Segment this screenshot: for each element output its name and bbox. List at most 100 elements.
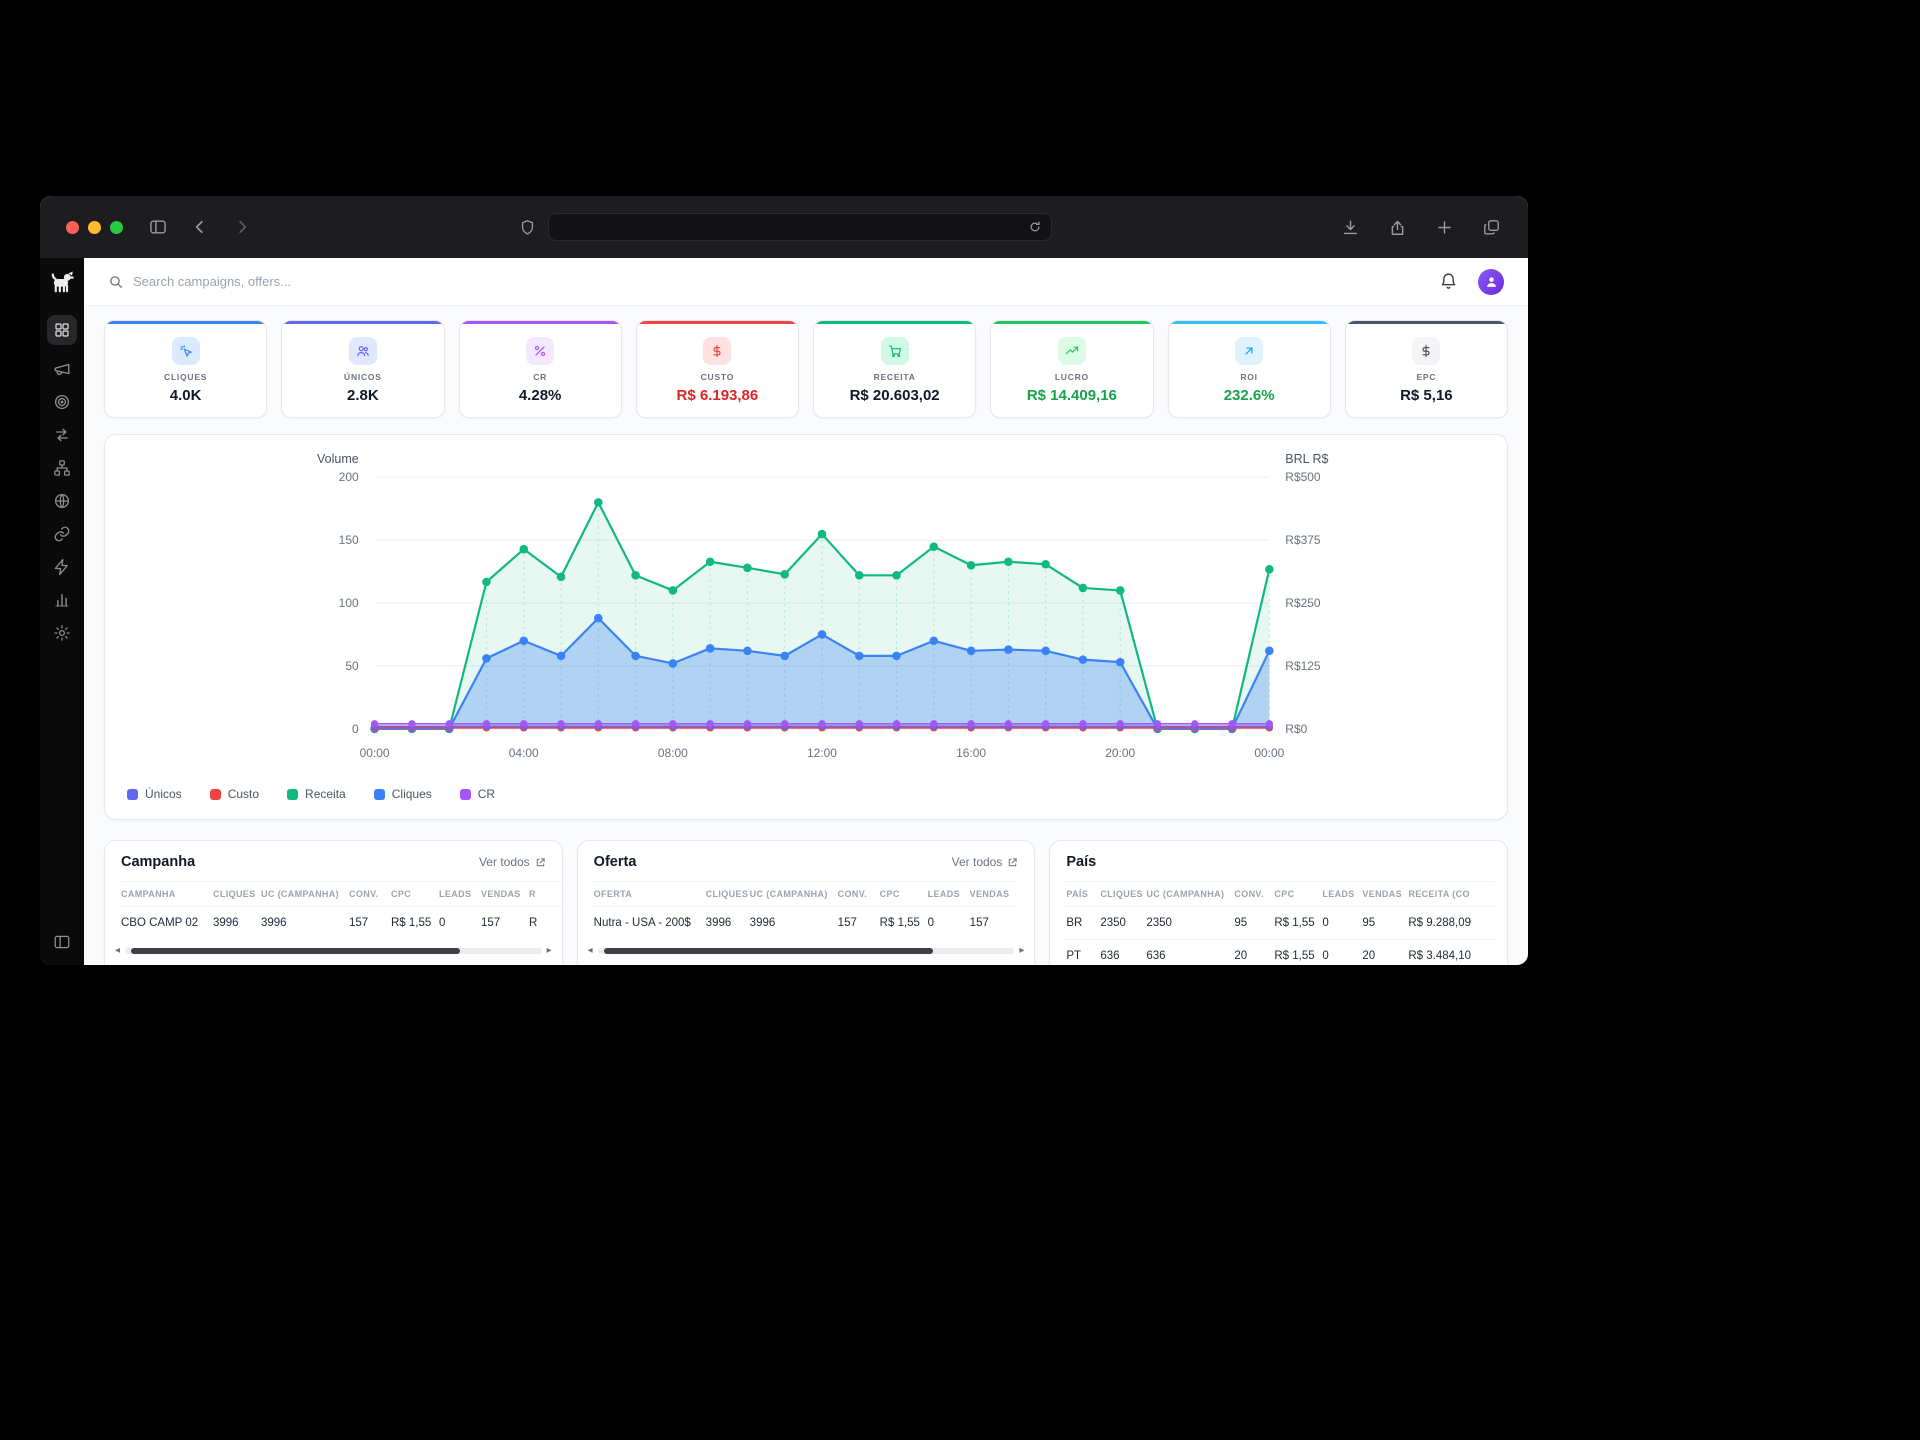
- kpi-card-receita: RECEITA R$ 20.603,02: [813, 320, 977, 418]
- traffic-lights: [66, 220, 123, 234]
- scroll-right-icon[interactable]: ▸: [1019, 945, 1025, 956]
- campanha-ver-todos-link[interactable]: Ver todos: [479, 855, 546, 869]
- legend-item[interactable]: Cliques: [373, 787, 432, 801]
- kpi-value: 4.28%: [518, 387, 562, 404]
- table-cell: PT: [1066, 939, 1101, 965]
- table-row[interactable]: Nutra - USA - 200$ 3996 3996 157 R$ 1,55 0 157: [593, 906, 1018, 939]
- svg-text:00:00: 00:00: [1254, 746, 1284, 760]
- campanha-hscrollbar[interactable]: ◂ ▸: [105, 939, 562, 965]
- table-cell: R: [529, 906, 562, 939]
- sidebar-item-reports[interactable]: [53, 591, 71, 609]
- user-avatar[interactable]: [1478, 268, 1504, 295]
- sidebar-item-domains[interactable]: [53, 492, 71, 510]
- users-icon: [357, 346, 369, 357]
- sidebar-item-automations[interactable]: [53, 558, 71, 576]
- dog-logo[interactable]: [49, 270, 75, 296]
- column-header: CPC: [1274, 881, 1323, 907]
- sidebar-item-dashboard[interactable]: [47, 315, 77, 345]
- dollar-icon: [713, 344, 721, 358]
- refresh-icon[interactable]: [1027, 219, 1043, 235]
- kpi-label: RECEITA: [873, 372, 916, 382]
- column-header: RECEITA (CO: [1408, 881, 1495, 907]
- table-cell: 0: [927, 906, 970, 939]
- global-search[interactable]: [108, 274, 453, 290]
- legend-item[interactable]: Receita: [287, 787, 346, 801]
- column-header: UC (CAMPANHA): [749, 881, 838, 907]
- legend-color-chip: [287, 788, 299, 800]
- table-cell: 157: [969, 906, 1018, 939]
- address-bar[interactable]: [548, 213, 1052, 241]
- table-cell: R$ 1,55: [879, 906, 928, 939]
- search-icon: [110, 275, 122, 288]
- back-icon[interactable]: [189, 216, 211, 238]
- scroll-left-icon[interactable]: ◂: [115, 945, 121, 956]
- sidebar-item-settings[interactable]: [53, 624, 71, 642]
- chart-legend: Únicos Custo Receita: [119, 783, 1493, 811]
- legend-item[interactable]: Custo: [209, 787, 259, 801]
- oferta-title: Oferta: [593, 854, 637, 870]
- forward-icon[interactable]: [231, 216, 253, 238]
- legend-label: CR: [477, 787, 496, 801]
- new-tab-icon[interactable]: [1433, 216, 1455, 238]
- legend-label: Únicos: [145, 787, 182, 801]
- kpi-label: ROI: [1240, 372, 1258, 382]
- legend-item[interactable]: CR: [459, 787, 496, 801]
- scroll-left-icon[interactable]: ◂: [587, 945, 593, 956]
- scroll-thumb[interactable]: [603, 948, 934, 954]
- oferta-ver-todos-link[interactable]: Ver todos: [952, 855, 1019, 869]
- kpi-label: CUSTO: [700, 372, 735, 382]
- svg-text:R$0: R$0: [1285, 722, 1307, 736]
- table-row[interactable]: CBO CAMP 02 3996 3996 157 R$ 1,55 0 157 R: [121, 906, 562, 939]
- app-sidebar: [40, 258, 84, 965]
- table-cell: 3996: [749, 906, 838, 939]
- table-row[interactable]: PT 636 636 20 R$ 1,55 0 20 R$ 3.484,10: [1066, 939, 1495, 965]
- column-header: CONV.: [837, 881, 880, 907]
- search-input[interactable]: [133, 274, 453, 289]
- svg-text:16:00: 16:00: [956, 746, 986, 760]
- table-cell: 3996: [213, 906, 261, 939]
- svg-text:100: 100: [339, 596, 359, 610]
- kpi-value: R$ 14.409,16: [1026, 387, 1117, 404]
- svg-text:R$375: R$375: [1285, 533, 1321, 547]
- campanha-table: CAMPANHA CLIQUES UC (CAMPANHA) CONV. CPC LEAD…: [121, 881, 562, 939]
- kpi-label: CR: [533, 372, 548, 382]
- oferta-hscrollbar[interactable]: ◂ ▸: [578, 939, 1035, 965]
- table-cell: 636: [1100, 939, 1147, 965]
- legend-item[interactable]: Únicos: [127, 787, 182, 801]
- share-icon[interactable]: [1386, 216, 1408, 238]
- tab-overview-icon[interactable]: [1480, 216, 1502, 238]
- table-cell: 2350: [1146, 906, 1235, 940]
- table-row[interactable]: BR 2350 2350 95 R$ 1,55 0 95 R$ 9.288,09: [1066, 906, 1495, 940]
- svg-text:150: 150: [339, 533, 359, 547]
- privacy-shield-icon[interactable]: [516, 216, 538, 238]
- sidebar-item-offers[interactable]: [53, 393, 71, 411]
- table-cell: R$ 1,55: [391, 906, 439, 939]
- downloads-icon[interactable]: [1339, 216, 1361, 238]
- table-cell: 0: [1322, 906, 1363, 940]
- kpi-row: CLIQUES 4.0K ÚNICOS 2.8K: [104, 320, 1508, 418]
- scroll-right-icon[interactable]: ▸: [546, 945, 552, 956]
- table-cell: R$ 1,55: [1274, 906, 1323, 940]
- legend-label: Receita: [305, 787, 346, 801]
- external-link-icon: [536, 857, 545, 866]
- sidebar-item-links[interactable]: [53, 525, 71, 543]
- external-link-icon: [1009, 857, 1018, 866]
- column-header: CONV.: [349, 881, 391, 907]
- maximize-window-button[interactable]: [110, 220, 123, 234]
- svg-text:R$500: R$500: [1285, 470, 1321, 484]
- campanha-card: Campanha Ver todos CAMPANHA CLIQUES UC (CA…: [104, 840, 563, 965]
- column-header: PAÍS: [1066, 881, 1101, 907]
- kpi-label: CLIQUES: [164, 372, 208, 382]
- sidebar-item-conversions[interactable]: [53, 426, 71, 444]
- close-window-button[interactable]: [66, 220, 79, 234]
- minimize-window-button[interactable]: [88, 220, 101, 234]
- browser-sidebar-toggle-icon[interactable]: [147, 216, 169, 238]
- sidebar-item-traffic-sources[interactable]: [53, 459, 71, 477]
- scroll-thumb[interactable]: [131, 948, 461, 954]
- sidebar-collapse-icon[interactable]: [53, 933, 71, 951]
- table-cell: BR: [1066, 906, 1101, 940]
- notifications-bell-icon[interactable]: [1439, 272, 1458, 291]
- column-header: CLIQUES: [705, 881, 750, 907]
- sidebar-item-campaigns[interactable]: [53, 360, 71, 378]
- svg-text:Volume: Volume: [317, 452, 359, 466]
